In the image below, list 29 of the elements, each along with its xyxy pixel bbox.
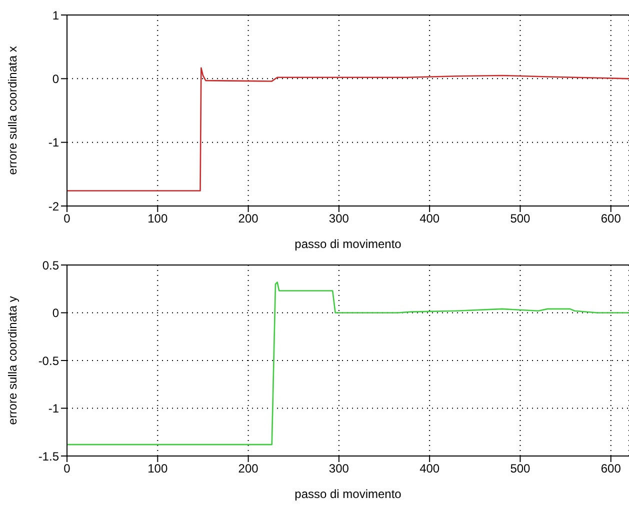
x-tick-label: 100 bbox=[148, 462, 168, 476]
x-axis-title: passo di movimento bbox=[294, 237, 402, 251]
y-tick-label: -1 bbox=[48, 402, 60, 416]
y-axis-title: errore sulla coordinata x bbox=[5, 46, 20, 175]
y-tick-label: -2 bbox=[48, 199, 60, 214]
x-tick-label: 200 bbox=[238, 462, 259, 476]
x-tick-label: 300 bbox=[328, 462, 350, 476]
y-tick-label: 0.5 bbox=[42, 258, 60, 272]
x-tick-label: 0 bbox=[64, 462, 71, 476]
y-tick-label: 0 bbox=[52, 306, 60, 320]
y-tick-label: 1 bbox=[52, 8, 60, 22]
x-tick-label: 100 bbox=[148, 212, 168, 226]
x-tick-label: 200 bbox=[238, 212, 259, 226]
x-tick-label: 400 bbox=[420, 212, 440, 226]
y-tick-label: -0.5 bbox=[38, 354, 60, 368]
y-tick-label: 0 bbox=[52, 72, 60, 86]
line-series bbox=[67, 282, 629, 446]
x-tick-label: 600 bbox=[600, 462, 622, 476]
y-axis-title: errore sulla coordinata y bbox=[5, 296, 20, 425]
x-tick-label: 400 bbox=[420, 462, 440, 476]
line-series bbox=[67, 67, 629, 192]
y-tick-label: -1 bbox=[48, 136, 60, 150]
x-tick-label: 600 bbox=[600, 212, 622, 226]
x-tick-label: 500 bbox=[510, 212, 531, 226]
y-tick-label: -1.5 bbox=[38, 449, 60, 464]
x-tick-label: 500 bbox=[510, 462, 531, 476]
x-tick-label: 0 bbox=[64, 212, 71, 226]
x-axis-title: passo di movimento bbox=[294, 487, 402, 501]
x-tick-label: 300 bbox=[328, 212, 350, 226]
